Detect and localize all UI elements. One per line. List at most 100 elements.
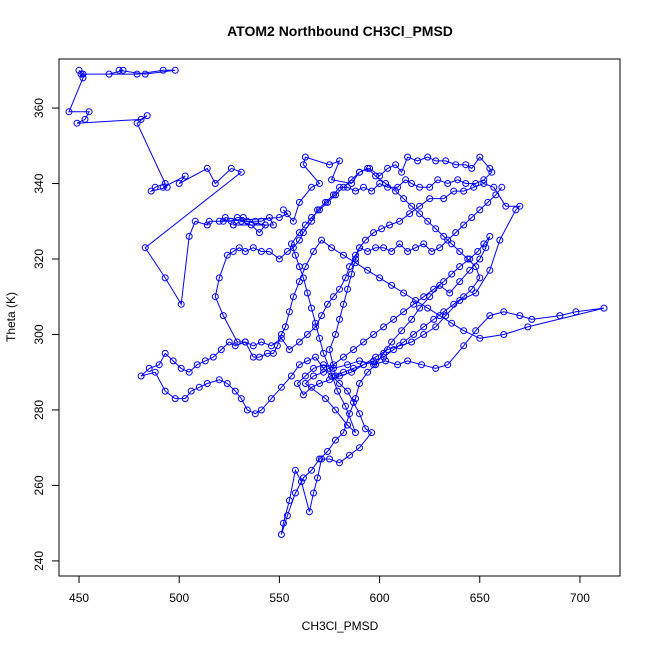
data-point xyxy=(502,202,510,210)
data-point xyxy=(255,229,263,237)
data-point xyxy=(346,263,353,271)
data-point xyxy=(424,217,432,225)
data-point xyxy=(356,168,363,176)
data-point xyxy=(295,338,303,346)
data-point xyxy=(398,327,406,335)
data-point xyxy=(249,244,257,252)
data-point xyxy=(269,221,277,229)
data-point xyxy=(318,236,325,244)
data-point xyxy=(480,240,488,248)
data-point xyxy=(408,315,416,323)
data-point xyxy=(516,312,524,320)
data-point xyxy=(169,357,177,365)
data-point xyxy=(356,410,363,418)
series-layer xyxy=(65,66,608,538)
data-point xyxy=(404,153,412,161)
data-point xyxy=(356,380,363,387)
data-point xyxy=(432,323,440,331)
data-point xyxy=(386,221,394,229)
data-point xyxy=(310,248,317,255)
data-point xyxy=(420,293,428,301)
data-point xyxy=(474,248,482,255)
data-point xyxy=(119,66,127,74)
data-point xyxy=(402,176,410,184)
data-point xyxy=(267,395,275,403)
data-point xyxy=(301,153,309,161)
data-point xyxy=(316,380,323,387)
data-point xyxy=(320,368,327,376)
data-point xyxy=(161,274,169,282)
data-point xyxy=(217,346,225,354)
data-point xyxy=(320,361,327,369)
data-point xyxy=(229,221,237,229)
data-point xyxy=(316,180,323,187)
data-point xyxy=(308,183,315,191)
data-point xyxy=(398,168,406,176)
data-point xyxy=(163,183,171,191)
data-point xyxy=(239,214,247,221)
x-axis-label: CH3Cl_PMSD xyxy=(302,619,379,633)
data-point xyxy=(291,251,299,259)
data-point xyxy=(456,248,464,255)
data-point xyxy=(426,195,434,203)
data-point xyxy=(279,519,287,527)
data-point xyxy=(364,266,372,274)
data-point xyxy=(299,274,307,282)
data-point xyxy=(344,361,351,369)
data-point xyxy=(390,315,398,323)
data-point xyxy=(424,304,432,312)
data-point xyxy=(340,183,347,191)
data-point xyxy=(420,323,428,331)
data-point xyxy=(404,248,412,255)
data-point xyxy=(352,187,359,195)
chart-title: ATOM2 Northbound CH3Cl_PMSD xyxy=(227,23,453,39)
data-point xyxy=(137,372,145,380)
data-point xyxy=(263,349,271,357)
data-point xyxy=(195,383,203,391)
data-point xyxy=(496,236,504,244)
data-point xyxy=(370,361,378,369)
y-tick-label: 280 xyxy=(32,400,46,420)
data-point xyxy=(308,217,315,225)
data-point xyxy=(277,531,285,538)
data-point xyxy=(310,372,317,380)
data-point xyxy=(346,410,353,418)
data-point xyxy=(219,312,227,320)
data-point xyxy=(396,342,404,350)
data-point xyxy=(388,338,396,346)
data-point xyxy=(486,164,494,172)
data-point xyxy=(452,229,460,237)
data-point xyxy=(486,266,494,274)
data-point xyxy=(360,361,367,369)
data-point xyxy=(133,119,141,127)
data-point xyxy=(161,349,169,357)
data-point xyxy=(231,342,239,350)
y-axis: 240 260 280 300 320 340 360 xyxy=(32,98,60,571)
data-point xyxy=(512,206,520,214)
data-point xyxy=(432,225,440,233)
data-point xyxy=(436,312,444,320)
data-point xyxy=(368,429,376,437)
data-point xyxy=(466,255,474,263)
data-point xyxy=(326,455,333,463)
y-tick-label: 320 xyxy=(32,249,46,269)
data-point xyxy=(326,346,333,354)
x-tick-label: 500 xyxy=(169,591,189,605)
data-point xyxy=(428,248,436,255)
data-point xyxy=(105,70,113,78)
data-point xyxy=(348,176,355,184)
y-axis-label: Theta (K) xyxy=(4,292,18,342)
data-point xyxy=(185,368,193,376)
data-point xyxy=(400,289,408,297)
data-point xyxy=(249,342,257,350)
data-point xyxy=(416,304,424,312)
data-point xyxy=(265,214,273,221)
data-point xyxy=(241,338,249,346)
data-point xyxy=(392,161,400,169)
data-point xyxy=(301,221,309,229)
data-point xyxy=(318,312,325,320)
data-point xyxy=(171,395,179,403)
data-point xyxy=(394,361,402,369)
data-point xyxy=(283,210,291,218)
